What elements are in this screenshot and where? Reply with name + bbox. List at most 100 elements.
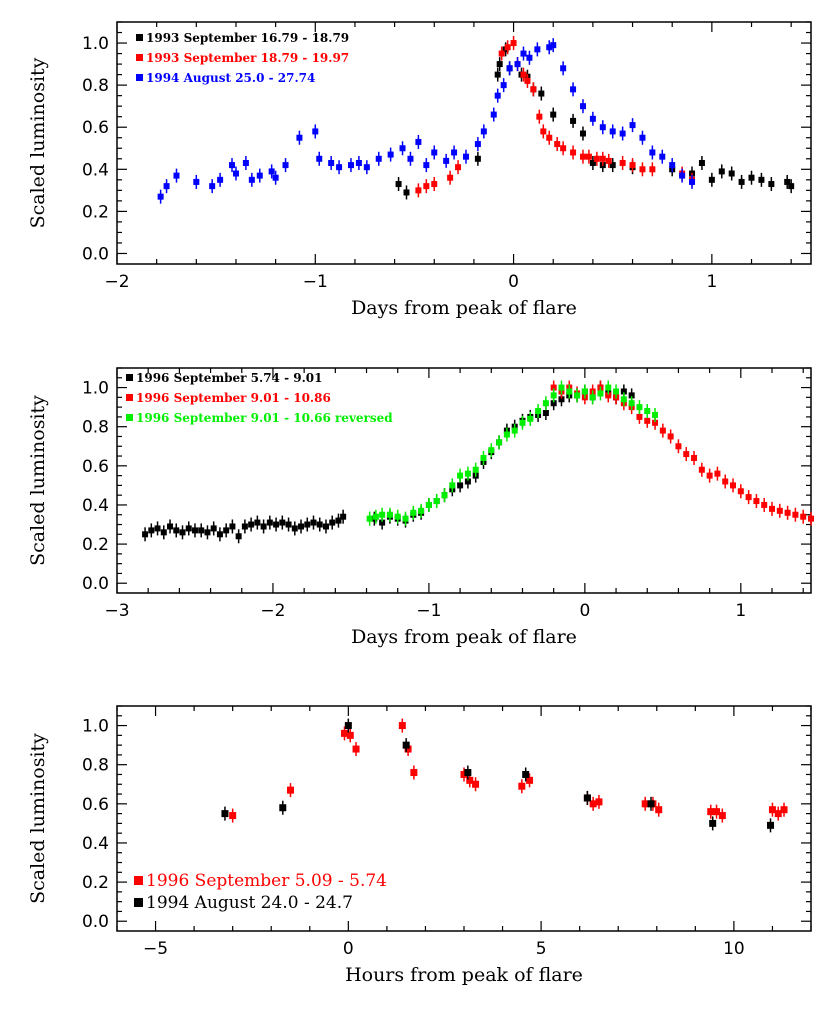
x-tick-label: 0 <box>343 939 354 959</box>
data-point <box>504 44 511 51</box>
data-point <box>455 164 462 171</box>
data-point <box>232 170 239 177</box>
data-point <box>464 478 471 485</box>
data-point <box>613 388 620 395</box>
data-point <box>451 149 458 156</box>
data-point <box>570 117 577 124</box>
legend-marker <box>134 876 143 885</box>
data-point <box>589 159 596 166</box>
data-point <box>628 400 635 407</box>
data-point <box>410 509 417 516</box>
data-point <box>708 176 715 183</box>
plot-frame <box>116 21 812 265</box>
data-point <box>579 103 586 110</box>
legend-entry: 1994 August 25.0 - 27.74 <box>146 71 315 85</box>
data-point <box>157 193 164 200</box>
data-point <box>669 162 676 169</box>
data-point <box>254 519 261 526</box>
data-point <box>410 769 418 777</box>
data-point <box>216 531 223 538</box>
data-point <box>542 410 549 416</box>
data-point <box>355 159 362 166</box>
data-point <box>418 507 425 514</box>
data-point <box>457 472 464 479</box>
data-point <box>619 130 626 137</box>
data-point <box>209 183 216 190</box>
data-point <box>599 124 606 131</box>
panel-bottom: −5 0 5 10 0.0 0.2 0.4 0.6 0.8 1.0 Hours from peak … <box>27 705 812 986</box>
y-tick-label: 0.0 <box>82 574 109 594</box>
data-point <box>605 157 612 164</box>
data-point <box>386 511 393 518</box>
legend-entry: 1994 August 24.0 - 24.7 <box>146 893 353 913</box>
data-point <box>256 172 263 179</box>
data-point <box>784 178 791 185</box>
legend-marker <box>126 374 133 381</box>
data-point <box>154 525 161 532</box>
legend-entry: 1996 September 5.74 - 9.01 <box>136 371 322 385</box>
data-point <box>639 166 646 173</box>
data-point <box>599 155 606 162</box>
data-point <box>496 439 503 446</box>
data-point <box>628 392 635 399</box>
data-point <box>745 494 752 501</box>
legend-entry: 1993 September 16.79 - 18.79 <box>146 31 349 45</box>
data-point <box>241 523 248 530</box>
data-point <box>193 178 200 185</box>
data-point <box>379 519 386 526</box>
data-point <box>542 400 549 407</box>
x-tick-label: −5 <box>143 939 168 959</box>
data-point <box>221 810 229 818</box>
data-point <box>769 505 776 512</box>
data-point <box>570 86 577 93</box>
data-point <box>520 71 527 78</box>
data-point <box>379 511 386 518</box>
data-point <box>649 166 656 173</box>
data-point <box>698 466 705 473</box>
data-point <box>346 731 354 739</box>
x-tick-label: 1 <box>735 601 746 621</box>
data-point <box>352 745 360 753</box>
data-point <box>560 145 567 152</box>
data-point <box>520 50 527 57</box>
data-point <box>675 443 682 450</box>
data-point <box>503 431 510 438</box>
legend-entry: 1996 September 9.01 - 10.86 <box>136 391 331 405</box>
data-point <box>433 498 440 505</box>
data-point <box>335 517 342 524</box>
series-2 <box>366 380 659 526</box>
data-point <box>609 162 616 169</box>
data-point <box>620 396 627 403</box>
data-point <box>534 46 541 53</box>
data-point <box>291 525 298 532</box>
legend-marker <box>136 74 143 81</box>
data-point <box>593 155 600 162</box>
data-point <box>527 415 534 422</box>
data-point <box>402 741 410 749</box>
series-1 <box>221 718 775 833</box>
data-point <box>395 181 402 188</box>
data-point <box>641 800 649 808</box>
data-point <box>488 447 495 454</box>
data-point <box>441 492 448 499</box>
data-point <box>287 786 294 794</box>
data-point <box>191 527 198 534</box>
data-point <box>296 134 303 141</box>
data-point <box>272 174 279 181</box>
data-point <box>639 134 646 141</box>
data-point <box>583 794 591 802</box>
data-point <box>526 776 534 784</box>
data-point <box>142 531 149 538</box>
data-point <box>550 42 557 49</box>
data-point <box>652 419 659 426</box>
data-point <box>526 54 533 61</box>
data-point <box>538 90 545 97</box>
data-point <box>619 159 626 166</box>
data-point <box>579 153 586 160</box>
data-point <box>589 394 596 401</box>
series-1 <box>415 36 696 198</box>
data-point <box>792 511 799 518</box>
data-point <box>363 164 370 171</box>
data-point <box>609 128 616 135</box>
data-point <box>738 178 745 185</box>
